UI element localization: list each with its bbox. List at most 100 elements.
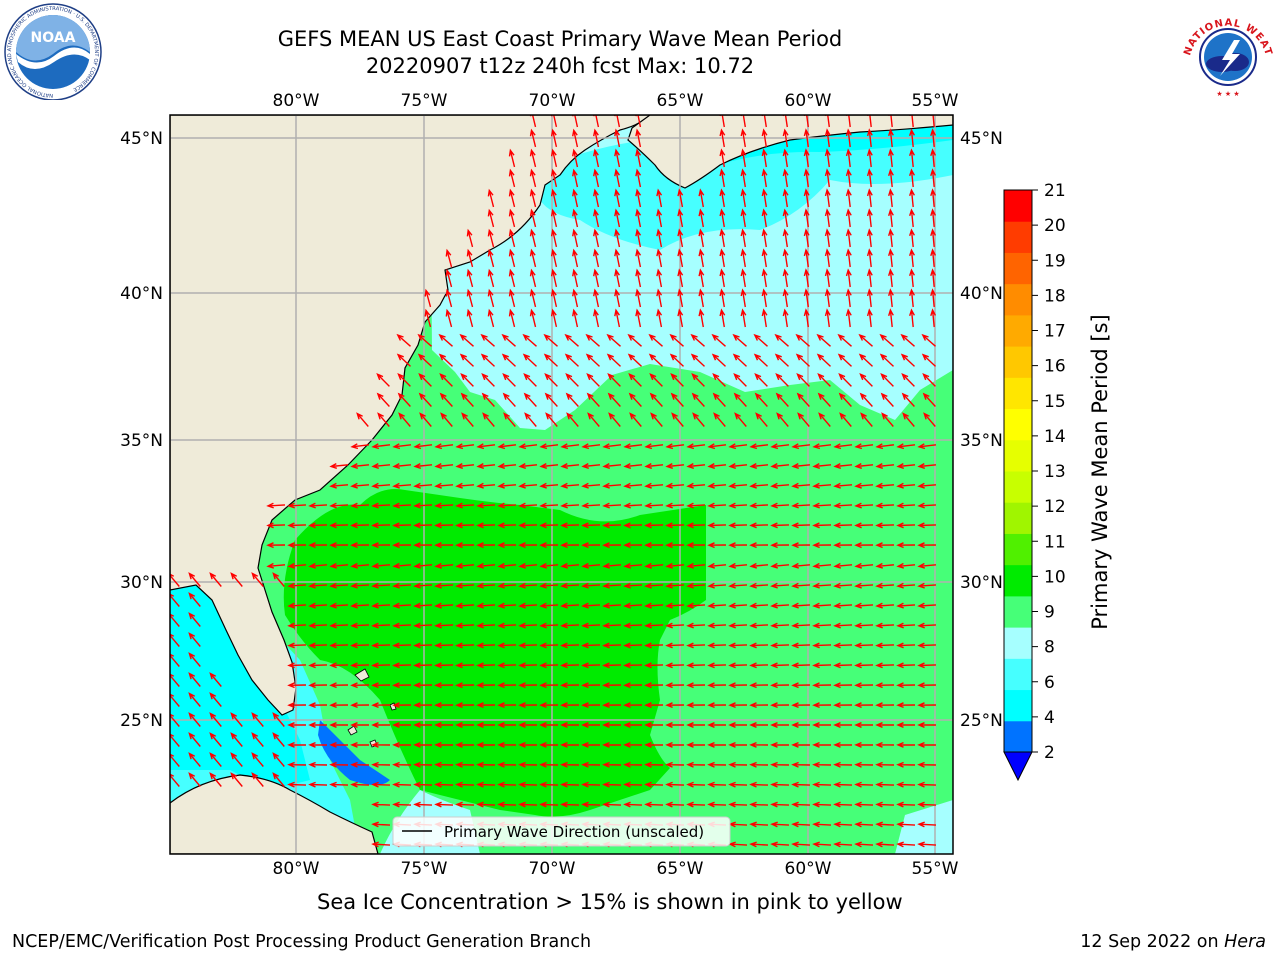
- wave-direction-arrow: [476, 502, 496, 509]
- wave-direction-arrow: [824, 188, 831, 208]
- wave-direction-arrow: [329, 741, 349, 748]
- wave-direction-arrow: [371, 443, 391, 450]
- wave-direction-arrow: [833, 801, 853, 808]
- wave-direction-arrow: [497, 741, 517, 748]
- wave-direction-arrow: [572, 248, 579, 268]
- wave-direction-arrow: [854, 801, 874, 808]
- wave-direction-arrow: [287, 522, 307, 529]
- wave-direction-arrow: [602, 722, 621, 728]
- wave-direction-arrow: [434, 722, 453, 728]
- wave-direction-arrow: [728, 682, 748, 689]
- wave-direction-arrow: [581, 702, 601, 709]
- wave-direction-arrow: [761, 208, 768, 228]
- wave-direction-arrow: [774, 353, 789, 367]
- wave-direction-arrow: [593, 228, 600, 248]
- wave-direction-arrow: [833, 482, 853, 489]
- wave-direction-arrow: [607, 392, 621, 407]
- wave-direction-arrow: [350, 702, 370, 709]
- wave-direction-arrow: [230, 732, 243, 747]
- wave-direction-arrow: [707, 741, 727, 748]
- wave-direction-arrow: [833, 781, 853, 788]
- wave-direction-arrow: [860, 412, 873, 427]
- wave-direction-arrow: [560, 462, 580, 469]
- wave-direction-arrow: [686, 562, 706, 569]
- wave-direction-arrow: [461, 412, 474, 427]
- wave-direction-arrow: [614, 248, 621, 268]
- wave-direction-arrow: [866, 228, 873, 248]
- wave-direction-arrow: [866, 268, 873, 288]
- colorbar-band: [1004, 658, 1032, 691]
- wave-direction-arrow: [917, 443, 937, 450]
- wave-direction-arrow: [761, 308, 768, 328]
- wave-direction-arrow: [518, 562, 538, 569]
- wave-direction-arrow: [740, 308, 747, 328]
- wave-direction-arrow: [434, 622, 454, 629]
- wave-direction-arrow: [875, 443, 895, 450]
- wave-direction-arrow: [497, 482, 517, 489]
- wave-direction-arrow: [866, 128, 873, 148]
- colorbar-band: [1004, 533, 1032, 566]
- wave-direction-arrow: [497, 761, 517, 768]
- wave-direction-arrow: [413, 801, 433, 808]
- wave-direction-arrow: [480, 333, 495, 347]
- wave-direction-arrow: [782, 128, 789, 148]
- wave-direction-arrow: [445, 268, 453, 288]
- wave-direction-arrow: [230, 572, 243, 587]
- wave-direction-arrow: [817, 392, 831, 407]
- wave-direction-arrow: [917, 622, 937, 629]
- wave-direction-arrow: [614, 148, 621, 168]
- wave-direction-arrow: [350, 741, 370, 748]
- wave-direction-arrow: [209, 732, 222, 747]
- wave-direction-arrow: [644, 482, 664, 489]
- wave-direction-arrow: [791, 801, 811, 808]
- wave-direction-arrow: [602, 682, 622, 689]
- wave-direction-arrow: [487, 188, 495, 208]
- wave-direction-arrow: [644, 642, 664, 649]
- wave-direction-arrow: [791, 642, 811, 649]
- wave-direction-arrow: [434, 741, 454, 748]
- wave-direction-arrow: [854, 582, 874, 589]
- wave-direction-arrow: [837, 333, 852, 347]
- wave-direction-arrow: [917, 602, 937, 609]
- wave-direction-arrow: [875, 722, 894, 728]
- wave-direction-arrow: [397, 373, 411, 387]
- wave-direction-arrow: [543, 353, 558, 367]
- wave-direction-arrow: [539, 702, 559, 709]
- colorbar-tick-label: 6: [1044, 673, 1055, 693]
- lat-label-left: 35°N: [120, 431, 163, 451]
- colorbar-band: [1004, 377, 1032, 410]
- wave-direction-arrow: [796, 373, 810, 387]
- wave-direction-arrow: [707, 682, 727, 689]
- wave-direction-arrow: [308, 602, 328, 609]
- wave-direction-arrow: [350, 622, 370, 629]
- wave-direction-arrow: [880, 392, 894, 407]
- wave-direction-arrow: [503, 412, 516, 427]
- wave-direction-arrow: [572, 148, 579, 168]
- wave-direction-arrow: [791, 702, 811, 709]
- wave-direction-arrow: [529, 268, 537, 288]
- wave-direction-arrow: [209, 672, 222, 687]
- wave-direction-arrow: [188, 692, 201, 707]
- wave-direction-arrow: [434, 702, 454, 709]
- nws-logo: NATIONAL WEATHER SERVICE ★ ★ ★: [1178, 2, 1274, 98]
- wave-direction-arrow: [930, 188, 937, 208]
- map-subtitle: 20220907 t12z 240h fcst Max: 10.72: [365, 54, 755, 78]
- wave-direction-arrow: [434, 761, 454, 768]
- wave-direction-arrow: [749, 502, 769, 509]
- wave-direction-arrow: [455, 761, 475, 768]
- wave-direction-arrow: [707, 642, 727, 649]
- wave-direction-arrow: [635, 288, 642, 308]
- wave-direction-arrow: [539, 642, 559, 649]
- land-north-america: [170, 115, 651, 716]
- wave-direction-arrow: [812, 462, 832, 469]
- wave-direction-arrow: [529, 128, 537, 148]
- wave-direction-arrow: [845, 148, 852, 168]
- wave-direction-arrow: [665, 562, 685, 569]
- wave-direction-arrow: [581, 602, 601, 609]
- wave-direction-arrow: [728, 462, 748, 469]
- wave-direction-arrow: [476, 622, 496, 629]
- wave-direction-arrow: [329, 702, 349, 709]
- lat-label-right: 40°N: [960, 284, 1003, 304]
- wave-direction-arrow: [749, 841, 769, 848]
- wave-direction-arrow: [529, 228, 537, 248]
